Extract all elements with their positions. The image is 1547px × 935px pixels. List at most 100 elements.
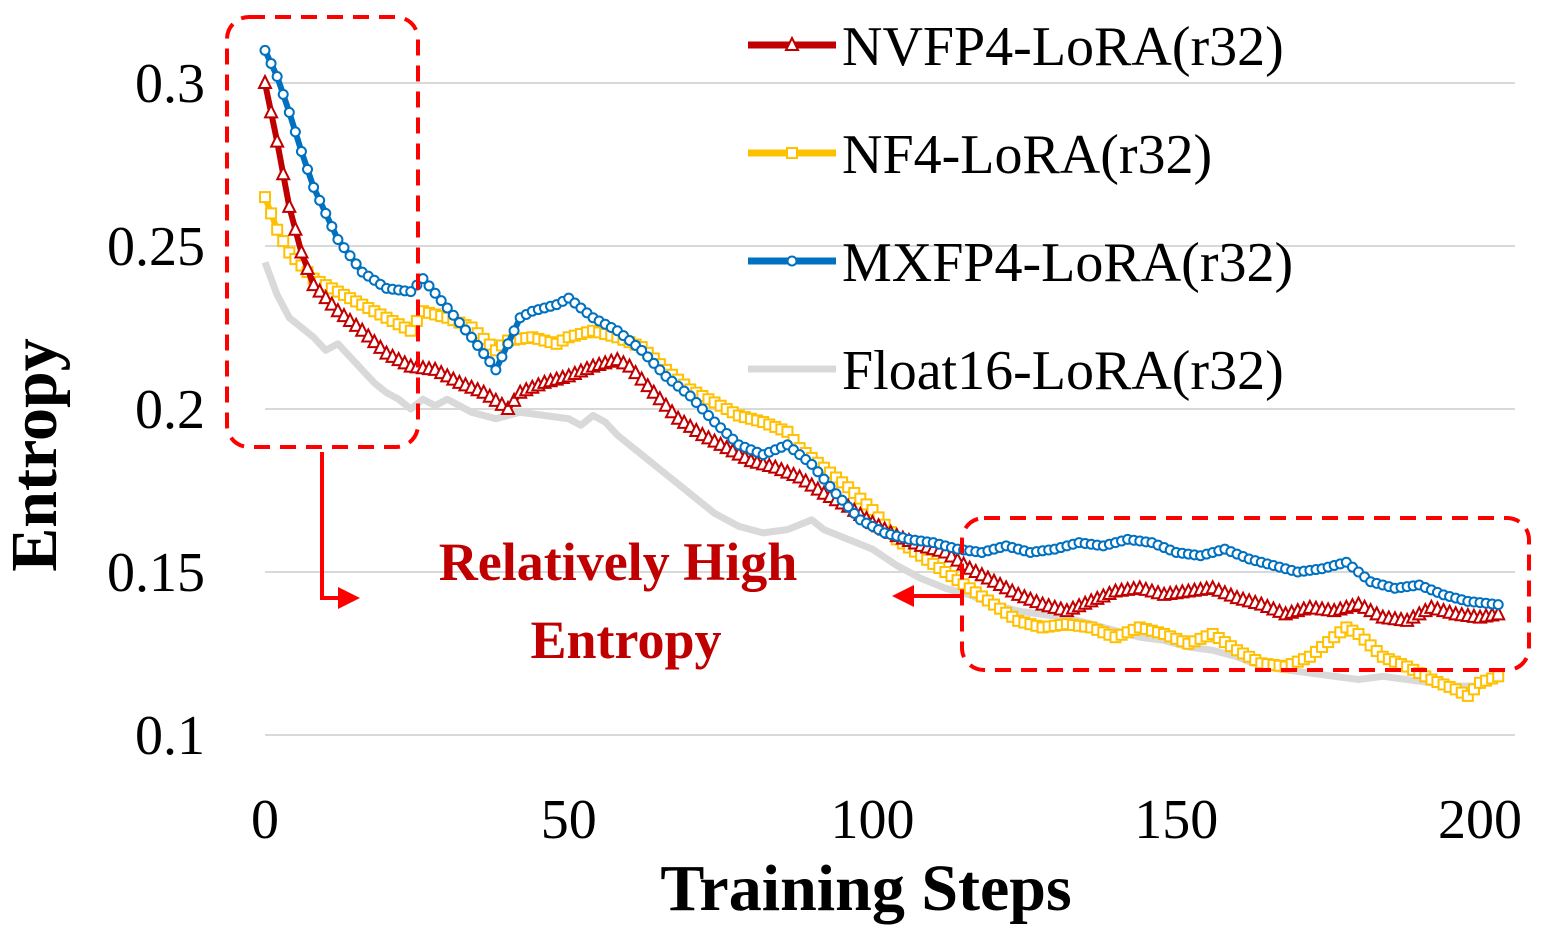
data-point: [786, 255, 798, 267]
data-point: [320, 207, 332, 219]
data-point: [812, 466, 824, 478]
data-point: [1492, 670, 1505, 683]
y-tick-label: 0.15: [107, 542, 205, 604]
annotation-text-line1: Relatively High: [439, 532, 797, 592]
data-point: [806, 458, 818, 470]
data-point: [500, 399, 516, 415]
data-point: [836, 494, 848, 506]
data-point: [287, 220, 303, 236]
data-point: [472, 339, 484, 351]
data-point: [842, 501, 854, 513]
data-point: [459, 324, 471, 336]
x-tick-label: 0: [251, 789, 279, 851]
annotation-arrow-left: [320, 452, 360, 609]
data-point: [634, 370, 650, 386]
data-point: [312, 282, 328, 298]
legend-item: NF4-LoRA(r32): [748, 124, 1212, 186]
data-point: [478, 348, 490, 360]
data-point: [824, 480, 836, 492]
data-point: [259, 191, 271, 204]
data-point: [490, 364, 502, 376]
data-point: [636, 344, 648, 356]
data-point: [830, 488, 842, 500]
y-tick-label: 0.3: [135, 53, 205, 115]
x-tick-label: 100: [831, 789, 915, 851]
data-point: [664, 403, 680, 419]
x-tick-label: 50: [541, 789, 597, 851]
data-point: [289, 126, 301, 138]
data-point: [696, 403, 708, 415]
data-point: [429, 287, 441, 299]
y-tick-label: 0.1: [135, 705, 205, 767]
data-point: [784, 35, 800, 51]
data-point: [648, 357, 660, 369]
data-point: [627, 363, 644, 380]
data-point: [684, 390, 696, 402]
data-point: [344, 250, 356, 262]
data-point: [652, 389, 668, 406]
data-point: [360, 327, 376, 343]
legend-label: MXFP4-LoRA(r32): [842, 232, 1293, 294]
data-point: [496, 351, 508, 363]
data-point: [283, 106, 295, 118]
data-point: [466, 331, 478, 343]
data-point: [263, 103, 279, 119]
data-point: [332, 233, 344, 245]
data-point: [818, 473, 830, 485]
data-point: [435, 295, 447, 307]
data-point: [299, 259, 316, 275]
data-point: [281, 197, 297, 213]
data-point: [621, 357, 638, 373]
legend: NVFP4-LoRA(r32) NF4-LoRA(r32) MXFP4-LoRA(r…: [748, 16, 1293, 402]
data-point: [350, 258, 362, 270]
y-axis-tick-labels: 0.1 0.15 0.2 0.25 0.3: [107, 53, 205, 767]
data-point: [447, 309, 459, 321]
highlight-box-early: [225, 15, 420, 449]
data-point: [702, 410, 714, 422]
data-point: [658, 396, 674, 412]
x-axis-tick-labels: 0 50 100 150 200: [251, 789, 1522, 851]
x-axis-title: Training Steps: [660, 852, 1071, 925]
data-point: [1492, 599, 1504, 611]
data-point: [257, 73, 273, 89]
data-point: [453, 317, 465, 329]
data-point: [405, 286, 417, 298]
data-point: [502, 338, 514, 350]
legend-item: Float16-LoRA(r32): [748, 340, 1284, 402]
y-tick-label: 0.2: [135, 379, 205, 441]
legend-label: NF4-LoRA(r32): [842, 124, 1212, 186]
data-point: [423, 280, 435, 292]
data-point: [293, 243, 310, 259]
data-point: [781, 425, 794, 438]
annotation-text-line2: Entropy: [530, 610, 721, 670]
data-point: [654, 364, 666, 376]
data-point: [326, 220, 338, 232]
data-point: [640, 376, 656, 393]
y-tick-label: 0.25: [107, 216, 205, 278]
x-tick-label: 200: [1438, 789, 1522, 851]
legend-label: Float16-LoRA(r32): [842, 340, 1284, 402]
series-layer: [257, 44, 1506, 702]
data-point: [277, 235, 290, 248]
data-point: [508, 325, 520, 337]
legend-item: MXFP4-LoRA(r32): [748, 232, 1293, 294]
legend-item: NVFP4-LoRA(r32): [748, 16, 1284, 78]
data-point: [271, 223, 284, 236]
data-point: [690, 396, 702, 408]
data-point: [295, 145, 307, 157]
data-point: [441, 302, 453, 314]
data-point: [484, 356, 496, 368]
data-point: [277, 88, 289, 100]
data-point: [302, 163, 314, 175]
annotation-arrow-right: [892, 585, 962, 607]
x-tick-label: 150: [1134, 789, 1218, 851]
data-point: [1461, 689, 1474, 702]
data-point: [506, 391, 522, 407]
data-point: [338, 242, 350, 254]
data-point: [786, 147, 798, 159]
data-point: [314, 194, 326, 206]
data-point: [1490, 605, 1506, 621]
y-axis-title: Entropy: [0, 338, 71, 572]
